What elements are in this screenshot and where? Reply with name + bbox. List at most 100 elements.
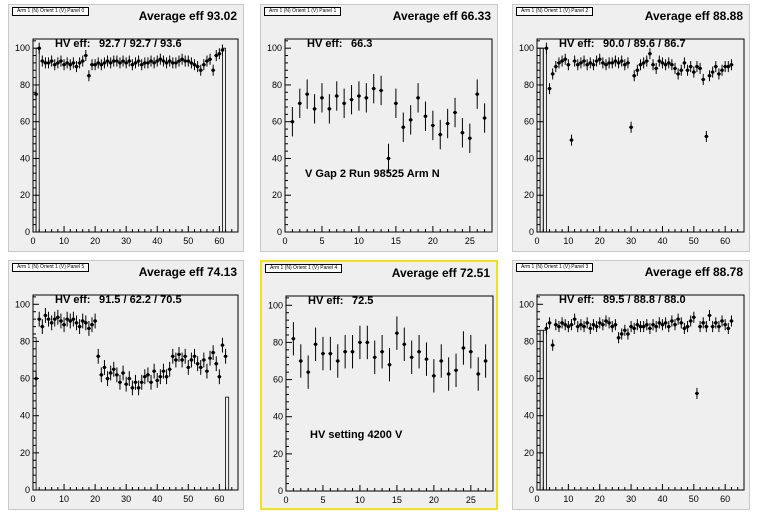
data-point (629, 324, 633, 329)
data-point (579, 323, 583, 327)
data-point (641, 61, 646, 65)
data-point (121, 59, 125, 63)
data-point (720, 319, 724, 323)
chart-pad-5[interactable]: Arm 1 (N) Orient 1 (V) Panel 3 Average ef… (512, 260, 750, 510)
data-point (152, 369, 156, 373)
data-point (641, 324, 646, 329)
plot-svg: 0 10 20 30 40 50 60 0 20 40 60 80 100 HV eff: 92.7 / 9… (15, 38, 239, 246)
average-eff-label: Average eff 88.78 (644, 265, 743, 279)
data-point (59, 319, 63, 323)
data-point (579, 61, 583, 65)
data-point (105, 376, 110, 381)
hv-eff-values: 92.7 / 92.7 / 93.6 (99, 38, 182, 50)
data-point (632, 326, 636, 331)
data-point (65, 61, 69, 65)
data-point (563, 323, 567, 327)
data-point (417, 350, 421, 354)
x-tick-label: 0 (30, 494, 35, 504)
hv-eff-values: 89.5 / 88.8 / 88.0 (603, 294, 686, 306)
data-point (349, 97, 354, 102)
data-point (167, 367, 172, 371)
data-point (651, 63, 655, 67)
chart-pad-4[interactable]: Arm 1 (N) Orient 1 (V) Panel 4 Average ef… (260, 260, 498, 510)
data-point (576, 324, 580, 329)
data-point (71, 317, 76, 321)
y-tick-label: 40 (524, 411, 534, 421)
y-tick-label: 20 (20, 190, 30, 200)
chart-pad-3[interactable]: Arm 1 (N) Orient 1 (V) Panel 5 Average ef… (8, 260, 244, 510)
data-point (648, 326, 652, 331)
data-point (208, 356, 212, 360)
x-tick-label: 25 (466, 495, 476, 505)
data-point (670, 319, 674, 323)
data-point (155, 59, 159, 63)
data-point (676, 72, 680, 76)
data-point (53, 317, 57, 321)
data-point (632, 74, 636, 78)
annotation: V Gap 2 Run 98525 Arm N (305, 168, 440, 180)
gap-bar (32, 337, 37, 491)
x-tick-label: 10 (563, 494, 573, 504)
data-point (305, 92, 309, 96)
data-point (118, 61, 122, 65)
data-point (214, 53, 218, 58)
data-point (96, 61, 100, 65)
x-tick-label: 50 (689, 236, 699, 246)
data-point (102, 365, 107, 370)
data-point (482, 116, 487, 120)
data-point (623, 63, 627, 67)
x-tick-label: 0 (30, 236, 35, 246)
data-point (205, 59, 209, 63)
data-point (607, 61, 611, 65)
data-point (704, 324, 709, 329)
data-point (34, 92, 38, 96)
data-point (707, 313, 712, 318)
data-point (290, 120, 295, 124)
data-point (214, 362, 218, 366)
data-point (594, 324, 599, 329)
x-tick-label: 0 (534, 494, 539, 504)
data-point (729, 63, 734, 67)
y-tick-label: 60 (20, 374, 30, 384)
data-point (594, 59, 599, 63)
chart-pad-2[interactable]: Arm 1 (N) Orient 1 (V) Panel 2 Average ef… (512, 4, 750, 252)
data-point (171, 354, 175, 358)
y-tick-label: 20 (272, 190, 282, 200)
data-point (130, 63, 135, 67)
data-point (136, 59, 141, 63)
data-point (623, 328, 627, 332)
data-point (183, 59, 187, 63)
x-tick-label: 20 (595, 236, 605, 246)
y-tick-label: 40 (20, 153, 30, 163)
data-point (654, 324, 658, 329)
pad-title: Arm 1 (N) Orient 1 (V) Panel 1 (264, 7, 342, 16)
data-point (638, 63, 643, 67)
chart-pad-1[interactable]: Arm 1 (N) Orient 1 (V) Panel 1 Average ef… (260, 4, 498, 252)
x-tick-label: 5 (319, 236, 324, 246)
plot-svg: 0 10 20 30 40 50 60 0 20 40 60 80 100 HV eff: 89.5 / 8… (519, 294, 745, 504)
chart-pad-0[interactable]: Arm 1 (N) Orient 1 (V) Panel 0 Average ef… (8, 4, 244, 252)
data-point (438, 132, 442, 137)
data-point (554, 323, 558, 327)
data-point (698, 324, 702, 329)
gap-bar (542, 329, 547, 491)
data-point (461, 346, 466, 350)
x-tick-label: 10 (59, 236, 69, 246)
data-point (547, 321, 552, 325)
hv-eff-label: HV eff: (55, 38, 90, 50)
data-point (638, 324, 643, 329)
data-point (155, 378, 159, 383)
data-point (613, 59, 618, 63)
average-eff-label: Average eff 88.88 (644, 9, 743, 23)
data-point (74, 64, 79, 69)
data-point (189, 358, 194, 362)
x-tick-label: 20 (90, 236, 100, 246)
data-point (469, 350, 473, 354)
data-point (149, 380, 153, 384)
y-tick-label: 0 (277, 227, 282, 237)
data-point (164, 375, 169, 379)
data-point (604, 319, 608, 323)
data-point (601, 323, 605, 327)
data-point (704, 134, 709, 139)
x-tick-label: 20 (90, 494, 100, 504)
